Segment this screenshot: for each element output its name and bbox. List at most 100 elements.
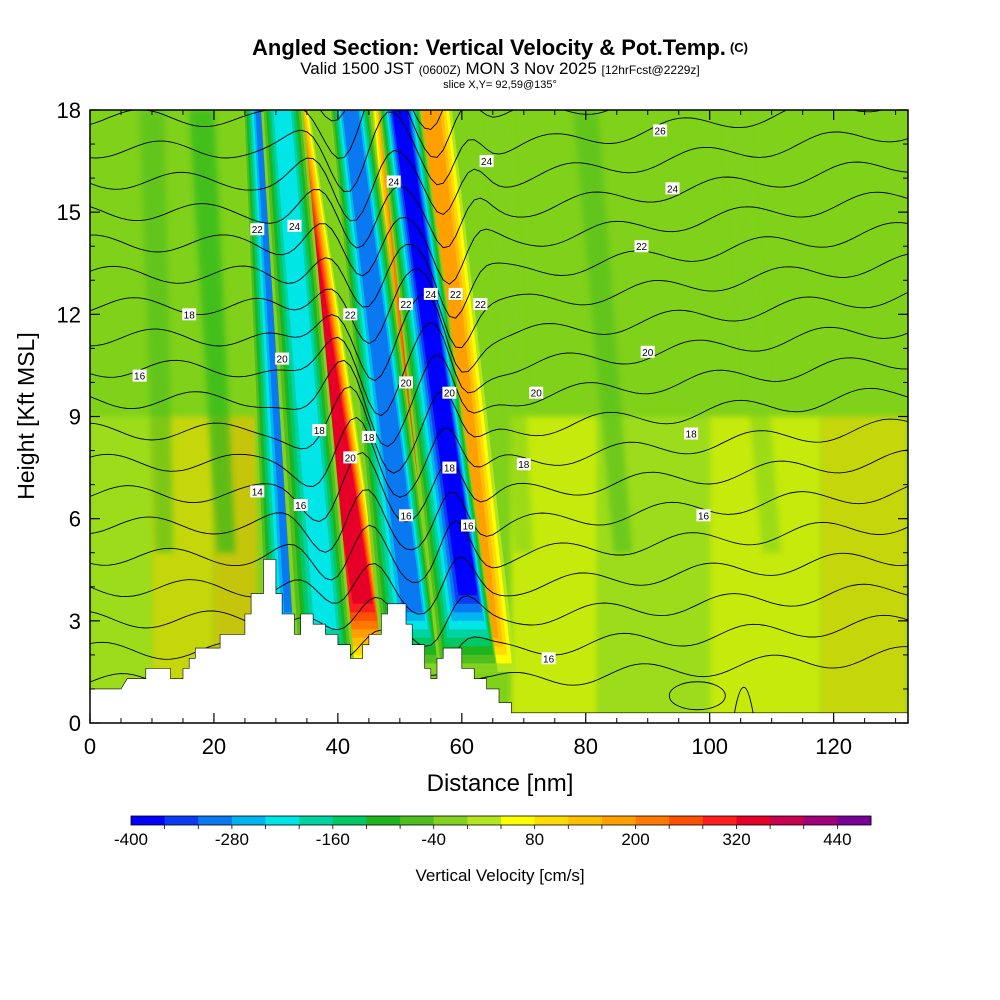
contour-label: 20 (640, 345, 655, 359)
x-tick-label: 120 (815, 734, 852, 759)
isentrope-line (90, 291, 908, 382)
contour-label-text: 16 (462, 522, 474, 533)
contour-label-bg (399, 376, 413, 389)
updraft-band (421, 110, 499, 638)
isentrope-line (90, 161, 908, 249)
contour-label-text: 16 (400, 511, 412, 522)
field-streak (486, 110, 534, 553)
colorbar-swatch (568, 816, 603, 825)
contour-label: 16 (461, 519, 475, 533)
contour-label-bg (442, 386, 457, 399)
contour-label: 16 (293, 499, 308, 512)
contour-label: 20 (529, 386, 544, 400)
colorbar-swatch (770, 816, 805, 825)
contour-label-text: 16 (134, 372, 146, 383)
contour-label-bg (696, 509, 711, 522)
contour-label-bg (479, 155, 494, 168)
contour-label: 22 (399, 298, 413, 311)
isentrope-line (90, 485, 908, 553)
colorbar-swatch (400, 816, 435, 825)
chart-title-block: Angled Section: Vertical Velocity & Pot.… (0, 35, 1000, 92)
contour-label-bg (541, 652, 556, 665)
contour-label: 20 (399, 376, 413, 389)
chart-title: Angled Section: Vertical Velocity & Pot.… (252, 35, 748, 60)
title-unit: (C) (729, 40, 748, 55)
contour-label-text: 24 (481, 157, 493, 168)
contour-label: 20 (343, 451, 358, 464)
contour-label-text: 24 (289, 222, 301, 233)
colorbar-tick-label: -40 (421, 830, 446, 849)
colorbar-swatch (467, 816, 502, 825)
colorbar-swatch (601, 816, 636, 825)
contour-label: 22 (343, 308, 358, 321)
x-tick-label: 80 (574, 734, 598, 759)
colorbar-tick-label: 200 (621, 830, 649, 849)
x-tick-label: 100 (691, 734, 728, 759)
contour-labels: 26 24 24 24 24 22 22 24 22 22 22 22 18 20 16 20 20 20 20 18… (132, 124, 711, 665)
contour-label-bg (399, 298, 413, 311)
contour-label: 20 (442, 386, 457, 400)
colorbar-tick-label: 440 (823, 830, 851, 849)
contour-label: 18 (361, 430, 376, 444)
isentrope-line (90, 386, 908, 474)
contour-label: 24 (423, 287, 438, 301)
terrain-mask (89, 559, 909, 724)
contour-label-bg (634, 240, 649, 253)
colorbar-swatch (635, 816, 670, 825)
contour-label: 26 (653, 124, 668, 137)
contour-label-bg (684, 427, 699, 440)
colorbar-swatch (736, 816, 771, 825)
contour-label-bg (640, 345, 655, 358)
contour-label-text: 22 (252, 225, 264, 236)
colorbar-swatch (164, 816, 199, 825)
isentrope-line (90, 131, 908, 222)
colorbar-tick-label: -160 (316, 830, 350, 849)
colorbar-swatch (131, 816, 166, 825)
contour-label: 16 (399, 509, 413, 522)
contour-label-bg (287, 219, 302, 232)
contour-label-text: 24 (388, 178, 400, 189)
contour-label-text: 18 (184, 310, 196, 321)
isentrope-line (90, 552, 908, 615)
contour-label-bg (343, 308, 358, 321)
x-tick-label: 60 (450, 734, 474, 759)
contour-label-text: 26 (655, 126, 667, 137)
contour-label-bg (516, 458, 531, 471)
potential-temperature-contours (90, 110, 908, 713)
contour-label: 16 (696, 509, 711, 522)
colorbar-swatch (534, 816, 569, 825)
colorbar-swatch (299, 816, 334, 825)
isentrope-line (90, 321, 908, 417)
isentrope-line (90, 110, 611, 159)
colorbar-swatch (332, 816, 367, 825)
contour-label-text: 18 (363, 433, 375, 444)
contour-label-text: 24 (667, 184, 679, 195)
isentrope-line (90, 416, 908, 498)
contour-label: 18 (182, 308, 197, 321)
contour-label: 22 (634, 240, 649, 253)
colorbar-tick-label: 320 (722, 830, 750, 849)
contour-label: 24 (665, 182, 680, 195)
y-tick-label: 6 (69, 507, 81, 532)
y-tick-label: 9 (69, 405, 81, 430)
contour-label-text: 20 (277, 355, 289, 366)
contour-label-text: 18 (314, 426, 326, 437)
colorbar-tick-label: -400 (114, 830, 148, 849)
x-tick-label: 0 (84, 734, 96, 759)
colorbar-swatch (366, 816, 401, 825)
contour-label-text: 20 (642, 348, 654, 359)
contour-label-text: 16 (295, 501, 307, 512)
isentrope-line (734, 687, 754, 713)
field-patch (821, 416, 908, 723)
contour-label-text: 20 (400, 378, 412, 389)
contour-label-bg (312, 424, 327, 437)
isentrope-line (90, 222, 908, 319)
contour-label: 22 (448, 287, 463, 301)
contour-label-text: 16 (698, 511, 710, 522)
contour-label-bg (448, 287, 463, 300)
contour-label: 24 (386, 175, 401, 189)
x-axis-label: Distance [nm] (427, 770, 574, 797)
colorbar-tick-label: 80 (525, 830, 544, 849)
contour-label: 16 (541, 652, 556, 665)
contour-label-bg (182, 308, 197, 321)
